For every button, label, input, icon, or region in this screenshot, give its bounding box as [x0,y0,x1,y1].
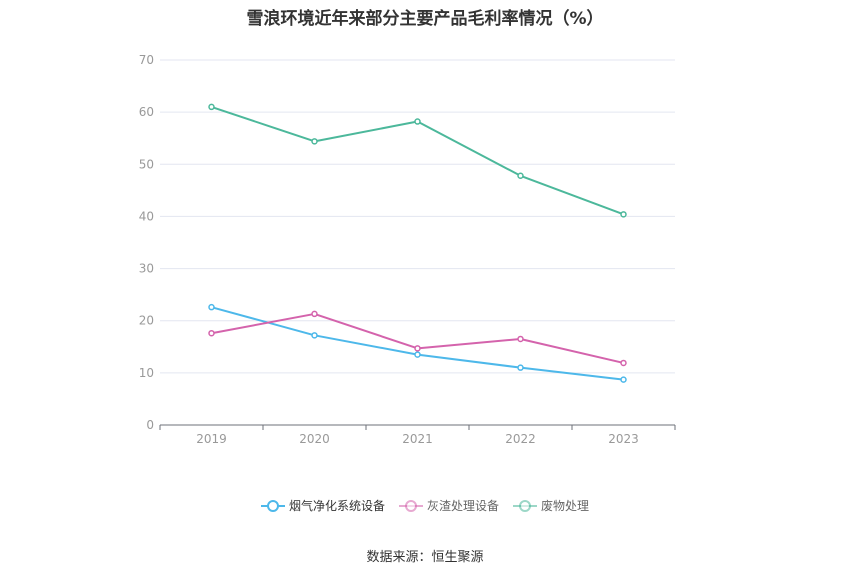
data-point [311,332,318,339]
data-point [311,138,318,145]
data-point [208,329,215,337]
data-point [517,364,524,371]
y-tick-label: 70 [139,53,154,67]
axes [159,424,676,430]
data-point [620,376,627,383]
data-point [208,103,215,111]
source-note: 数据来源：恒生聚源 [366,550,484,565]
data-point [311,310,318,318]
data-point [208,303,215,311]
legend: 烟气净化系统设备 灰渣处理设备 废物处理 [0,497,850,514]
data-point [620,211,627,218]
x-tick-label: 2019 [196,432,227,446]
y-tick-label: 20 [139,314,154,328]
data-point [517,172,524,180]
series-lines [208,103,627,383]
y-tick-label: 50 [139,157,154,171]
x-tick-label: 2020 [299,432,330,446]
legend-swatch-icon [398,499,423,512]
y-tick-label: 0 [146,418,154,432]
data-point [620,359,627,367]
x-tick-label: 2021 [402,432,433,446]
chart-title: 雪浪环境近年来部分主要产品毛利率情况（%） [246,9,604,29]
grid-lines [160,59,675,374]
y-tick-label: 30 [139,262,154,276]
y-tick-label: 10 [139,366,154,380]
legend-swatch-icon [260,499,285,512]
legend-label: 灰渣处理设备 [426,499,499,513]
tick-labels: 0 10 20 30 40 50 60 70 2019 2020 2021 2022 2023 [139,53,639,446]
legend-item[interactable]: 废物处理 [513,497,589,514]
y-tick-label: 60 [139,105,154,119]
data-point [414,351,421,358]
legend-item[interactable]: 灰渣处理设备 [398,497,499,514]
legend-label: 废物处理 [541,499,590,513]
data-point [517,335,524,343]
series-line [211,306,624,381]
data-point [414,345,421,352]
legend-swatch-icon [513,499,537,512]
legend-label: 烟气净化系统设备 [288,499,385,513]
x-tick-label: 2022 [505,432,536,446]
legend-item[interactable]: 烟气净化系统设备 [260,497,385,514]
x-tick-label: 2023 [608,432,639,446]
y-tick-label: 40 [139,209,154,223]
data-point [414,118,421,125]
